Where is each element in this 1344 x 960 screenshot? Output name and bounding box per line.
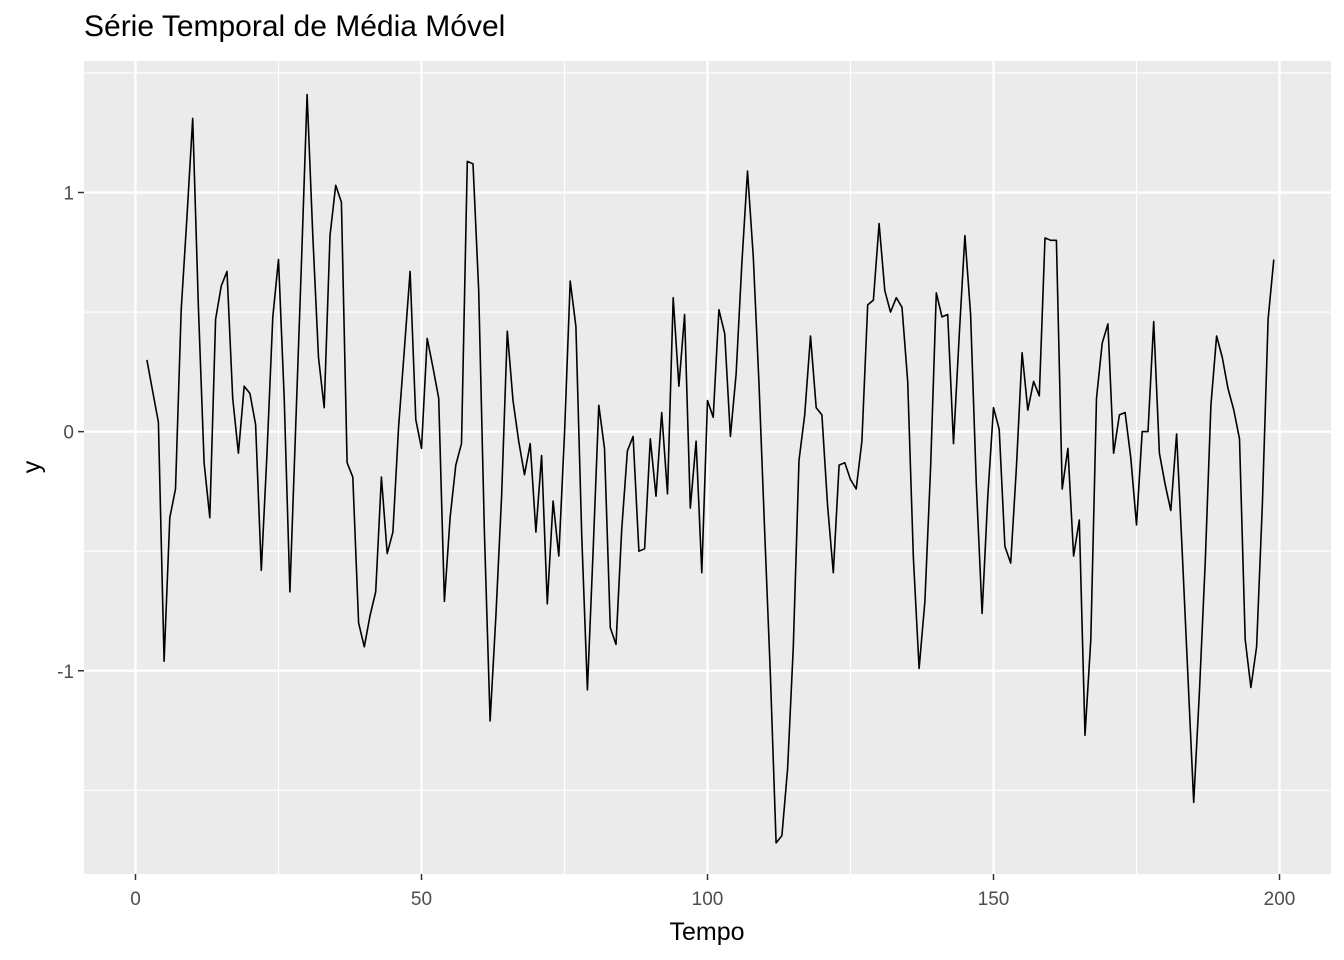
x-axis: 0 50 100 150 200: [130, 874, 1295, 910]
y-tick-label: -1: [57, 662, 74, 683]
major-grid: [84, 61, 1331, 874]
x-tick-label: 100: [692, 889, 724, 910]
x-tick-label: 0: [130, 889, 141, 910]
y-tick-label: 0: [63, 423, 74, 444]
series-line: [146, 93, 1275, 844]
x-tick-label: 200: [1264, 889, 1296, 910]
y-axis: -1 0 1: [57, 184, 84, 683]
x-tick-label: 150: [978, 889, 1010, 910]
x-tick-label: 50: [411, 889, 432, 910]
chart-title: Série Temporal de Média Móvel: [84, 10, 506, 43]
y-axis-title: y: [18, 460, 46, 473]
y-tick-label: 1: [63, 184, 74, 205]
data-line-group: [146, 93, 1275, 844]
x-axis-title: Tempo: [669, 918, 744, 946]
